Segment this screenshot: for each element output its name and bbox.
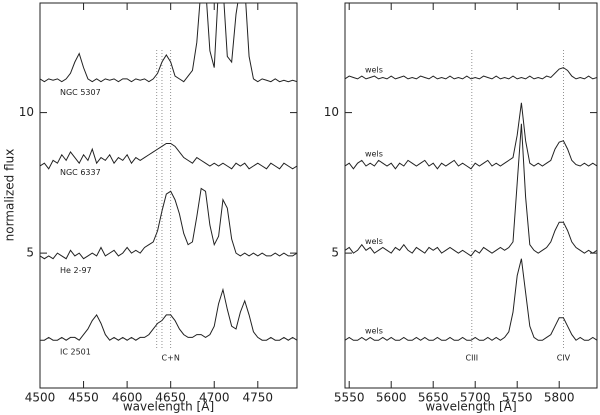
x-tick-label: 5700	[460, 391, 491, 405]
spectrum-line	[345, 102, 597, 170]
x-axis-label: wavelength [Å]	[425, 399, 516, 414]
x-tick-label: 5800	[544, 391, 575, 405]
y-tick-label: 10	[324, 105, 339, 119]
spectrum-line	[40, 3, 297, 83]
spectrum-line	[345, 123, 597, 257]
x-tick-label: 4750	[243, 391, 274, 405]
spectrum-label: wels	[365, 327, 383, 336]
x-tick-label: 4650	[155, 391, 186, 405]
y-tick-label: 5	[26, 246, 34, 260]
x-tick-label: 4600	[112, 391, 143, 405]
x-axis-label: wavelength [Å]	[123, 399, 214, 414]
x-tick-label: 5750	[502, 391, 533, 405]
spectrum-label: He 2-97	[60, 266, 92, 275]
spectrum-label: IC 2501	[60, 348, 91, 357]
reference-label: C+N	[162, 354, 180, 363]
spectrum-line	[345, 67, 597, 80]
spectrum-label: NGC 5307	[60, 88, 101, 97]
spectra	[40, 3, 297, 341]
spectrum-label: wels	[365, 150, 383, 159]
x-tick-label: 4550	[68, 391, 99, 405]
x-tick-label: 4700	[199, 391, 230, 405]
spectra	[345, 67, 597, 341]
y-axis-label: normalized flux	[3, 149, 17, 242]
x-tick-label: 5550	[334, 391, 365, 405]
x-tick-label: 5600	[376, 391, 407, 405]
plot-frame	[344, 2, 598, 389]
spectrum-label: NGC 6337	[60, 168, 101, 177]
spectrum-label: wels	[365, 65, 383, 74]
x-tick-label: 5650	[418, 391, 449, 405]
reference-label: CIV	[557, 354, 571, 363]
spectrum-line	[40, 187, 297, 260]
reference-label: CIII	[466, 354, 479, 363]
spectrum-label: wels	[365, 237, 383, 246]
spectrum-line	[40, 287, 297, 341]
spectrum-line	[345, 258, 597, 341]
y-tick-label: 5	[331, 246, 339, 260]
plot-frame	[39, 2, 298, 389]
x-tick-label: 4500	[25, 391, 56, 405]
y-tick-label: 10	[19, 105, 34, 119]
spectrum-line	[40, 143, 297, 170]
